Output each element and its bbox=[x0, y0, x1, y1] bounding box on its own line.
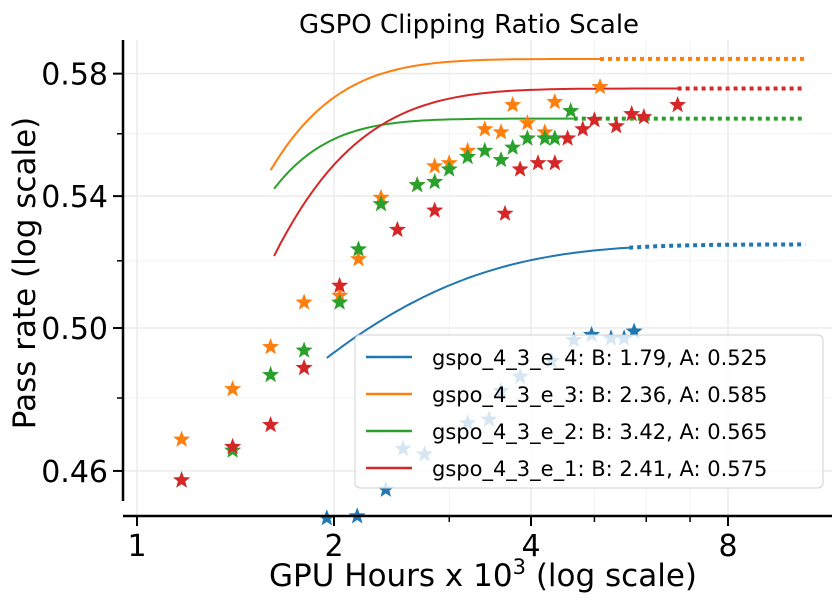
point-gspo_4_3_e_2 bbox=[504, 138, 522, 155]
point-gspo_4_3_e_4 bbox=[625, 322, 643, 339]
y-tick-label: 0.50 bbox=[41, 312, 108, 347]
point-gspo_4_3_e_3 bbox=[476, 120, 494, 137]
point-gspo_4_3_e_1 bbox=[607, 117, 625, 134]
point-gspo_4_3_e_2 bbox=[331, 293, 349, 310]
x-axis-label-main: GPU Hours x 10 bbox=[269, 558, 513, 594]
legend-label-gspo_4_3_e_3: gspo_4_3_e_3: B: 2.36, A: 0.585 bbox=[432, 383, 767, 408]
x-axis-label-tail: (log scale) bbox=[526, 558, 697, 594]
point-gspo_4_3_e_3 bbox=[349, 250, 368, 267]
point-gspo_4_3_e_2 bbox=[536, 129, 554, 146]
point-gspo_4_3_e_2 bbox=[518, 129, 536, 146]
chart-title: GSPO Clipping Ratio Scale bbox=[299, 10, 639, 40]
fit-line-gspo_4_3_e_2 bbox=[273, 117, 574, 190]
x-tick-label: 2 bbox=[324, 529, 343, 564]
legend-label-gspo_4_3_e_4: gspo_4_3_e_4: B: 1.79, A: 0.525 bbox=[432, 346, 767, 371]
point-gspo_4_3_e_1 bbox=[173, 471, 191, 488]
fit-line-gspo_4_3_e_3 bbox=[269, 58, 600, 171]
point-gspo_4_3_e_1 bbox=[496, 204, 514, 221]
x-axis-label-exponent: 3 bbox=[513, 555, 526, 579]
point-gspo_4_3_e_3 bbox=[173, 430, 191, 447]
point-gspo_4_3_e_3 bbox=[492, 123, 510, 140]
point-gspo_4_3_e_3 bbox=[224, 380, 242, 397]
point-gspo_4_3_e_1 bbox=[559, 129, 577, 146]
point-gspo_4_3_e_2 bbox=[295, 341, 313, 358]
legend: gspo_4_3_e_4: B: 1.79, A: 0.525 gspo_4_3_… bbox=[354, 334, 824, 489]
x-ticks: 1 2 4 8 bbox=[127, 516, 738, 564]
x-axis-label: GPU Hours x 103 (log scale) bbox=[269, 555, 697, 594]
point-gspo_4_3_e_2 bbox=[476, 141, 494, 158]
x-tick-label: 8 bbox=[718, 529, 737, 564]
point-gspo_4_3_e_3 bbox=[295, 293, 313, 310]
point-gspo_4_3_e_2 bbox=[459, 147, 477, 165]
point-gspo_4_3_e_3 bbox=[504, 96, 522, 113]
fit-line-gspo_4_3_e_1 bbox=[273, 87, 678, 257]
point-gspo_4_3_e_3 bbox=[262, 338, 280, 355]
legend-box bbox=[354, 334, 824, 489]
legend-label-gspo_4_3_e_2: gspo_4_3_e_2: B: 3.42, A: 0.565 bbox=[432, 420, 767, 445]
y-axis-label: Pass rate (log scale) bbox=[7, 117, 43, 429]
point-gspo_4_3_e_4 bbox=[377, 480, 395, 497]
point-gspo_4_3_e_1 bbox=[546, 154, 564, 171]
point-gspo_4_3_e_1 bbox=[331, 276, 349, 293]
point-gspo_4_3_e_2 bbox=[562, 102, 580, 119]
point-gspo_4_3_e_2 bbox=[349, 240, 368, 257]
point-gspo_4_3_e_3 bbox=[591, 78, 609, 95]
point-gspo_4_3_e_2 bbox=[440, 160, 458, 177]
point-gspo_4_3_e_1 bbox=[529, 154, 547, 171]
y-tick-label: 0.46 bbox=[41, 455, 108, 490]
data-points bbox=[173, 78, 687, 526]
point-gspo_4_3_e_2 bbox=[262, 365, 280, 383]
point-gspo_4_3_e_1 bbox=[635, 108, 653, 125]
point-gspo_4_3_e_3 bbox=[518, 114, 536, 131]
point-gspo_4_3_e_2 bbox=[408, 176, 426, 193]
point-gspo_4_3_e_1 bbox=[224, 437, 242, 455]
fit-lines bbox=[269, 56, 806, 359]
x-tick-label: 4 bbox=[521, 529, 540, 564]
y-tick-label: 0.54 bbox=[41, 180, 108, 215]
y-ticks: 0.46 0.50 0.54 0.58 bbox=[41, 58, 123, 490]
point-gspo_4_3_e_2 bbox=[492, 151, 510, 168]
point-gspo_4_3_e_2 bbox=[546, 129, 564, 146]
legend-label-gspo_4_3_e_1: gspo_4_3_e_1: B: 2.41, A: 0.575 bbox=[432, 457, 767, 482]
point-gspo_4_3_e_1 bbox=[511, 160, 529, 177]
point-gspo_4_3_e_2 bbox=[426, 172, 444, 190]
point-gspo_4_3_e_1 bbox=[623, 105, 641, 122]
fit-line-gspo_4_3_e_4 bbox=[326, 246, 630, 359]
point-gspo_4_3_e_3 bbox=[426, 157, 444, 174]
point-gspo_4_3_e_1 bbox=[388, 220, 406, 238]
point-gspo_4_3_e_2 bbox=[372, 195, 390, 212]
fit-extrapolation-gspo_4_3_e_4 bbox=[629, 242, 806, 250]
point-gspo_4_3_e_1 bbox=[585, 111, 603, 128]
x-tick-label: 1 bbox=[127, 529, 146, 564]
point-gspo_4_3_e_4 bbox=[583, 325, 601, 343]
point-gspo_4_3_e_1 bbox=[574, 120, 592, 137]
point-gspo_4_3_e_1 bbox=[426, 201, 444, 218]
point-gspo_4_3_e_1 bbox=[669, 96, 687, 113]
y-tick-label: 0.58 bbox=[41, 58, 108, 93]
point-gspo_4_3_e_3 bbox=[546, 93, 564, 110]
point-gspo_4_3_e_1 bbox=[262, 416, 280, 433]
point-gspo_4_3_e_1 bbox=[295, 358, 313, 376]
